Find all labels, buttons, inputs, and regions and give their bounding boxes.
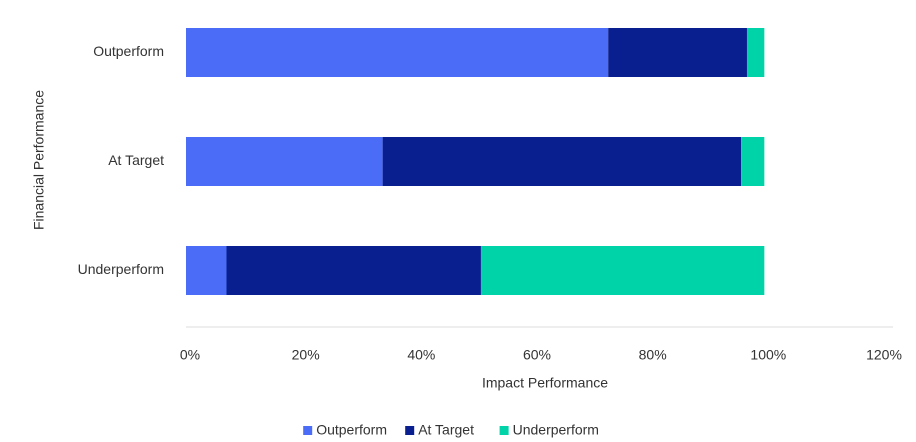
y-tick-label: Outperform — [93, 43, 164, 59]
bar-segment — [382, 137, 742, 186]
bar-segment — [746, 28, 765, 77]
x-axis-label: Impact Performance — [482, 375, 608, 391]
bar-segment — [186, 246, 227, 295]
x-tick-label: 20% — [292, 347, 320, 363]
y-axis-label: Financial Performance — [31, 90, 47, 230]
legend-swatch — [405, 426, 415, 435]
y-tick-label: At Target — [108, 152, 164, 168]
legend-label: Outperform — [316, 422, 387, 438]
x-tick-label: 100% — [750, 347, 786, 363]
x-tick-label: 80% — [639, 347, 667, 363]
bar-segment — [608, 28, 747, 77]
legend-label: Underperform — [513, 422, 599, 438]
bar-segment — [186, 137, 383, 186]
x-tick-label: 120% — [866, 347, 902, 363]
y-tick-label: Underperform — [78, 261, 164, 277]
bar-segment — [480, 246, 765, 295]
legend-swatch — [499, 426, 509, 435]
x-tick-label: 0% — [180, 347, 200, 363]
legend-swatch — [303, 426, 313, 435]
bar-segment — [226, 246, 481, 295]
x-tick-label: 40% — [407, 347, 435, 363]
legend-label: At Target — [418, 422, 474, 438]
x-tick-label: 60% — [523, 347, 551, 363]
bar-segment — [186, 28, 609, 77]
bar-segment — [741, 137, 765, 186]
